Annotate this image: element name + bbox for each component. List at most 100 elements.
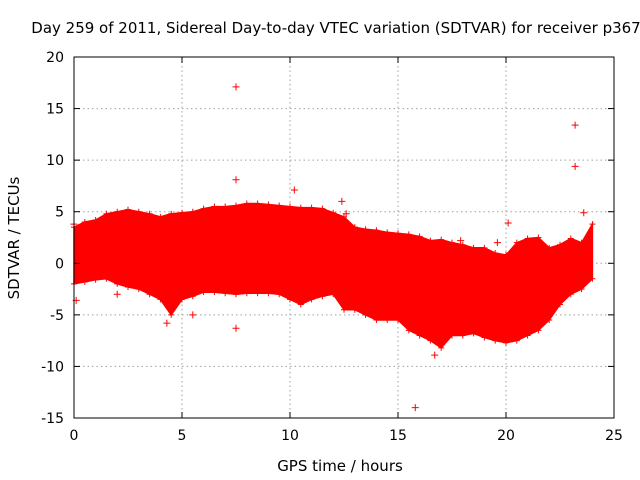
data-point (557, 241, 563, 248)
data-point (135, 286, 142, 293)
data-point (189, 208, 196, 215)
plot-frame (73, 56, 615, 419)
outlier-point (342, 210, 350, 218)
data-point (416, 233, 423, 240)
x-tick-label: 10 (281, 428, 299, 444)
data-point (308, 204, 315, 211)
data-point (362, 226, 369, 233)
x-tick-label: 20 (497, 428, 515, 444)
data-point (287, 203, 293, 210)
outlier-point (290, 186, 298, 194)
y-tick-label: -5 (50, 308, 64, 324)
data-point (567, 291, 574, 298)
data-point (438, 236, 445, 243)
data-point (341, 306, 347, 313)
data-point (578, 286, 585, 293)
data-band (73, 202, 594, 349)
data-point (254, 200, 261, 207)
x-axis-label: GPS time / hours (277, 457, 403, 475)
data-point (146, 291, 153, 298)
data-point (384, 229, 391, 236)
data-point (114, 208, 121, 215)
data-point (395, 317, 401, 324)
data-point (459, 241, 466, 248)
data-point (243, 290, 250, 297)
data-point (135, 208, 142, 215)
y-axis-label: SDTVAR / TECUs (5, 176, 23, 299)
chart-title: Day 259 of 2011, Sidereal Day-to-day VTE… (31, 19, 640, 37)
outlier-point (504, 219, 512, 227)
data-point (449, 332, 455, 339)
outlier-point (431, 351, 439, 359)
x-axis-ticks: 0 5 10 15 20 25 (70, 57, 623, 444)
outlier-point (411, 404, 419, 412)
data-point (449, 239, 455, 246)
data-point (254, 290, 261, 297)
data-point (319, 205, 326, 212)
data-point (287, 296, 293, 303)
data-point (492, 249, 499, 256)
data-point (513, 239, 520, 246)
data-point (146, 210, 153, 217)
data-point (459, 332, 466, 339)
data-point (243, 200, 250, 207)
data-point (233, 291, 239, 298)
data-point (265, 201, 272, 208)
outlier-point (571, 121, 579, 129)
data-point (546, 317, 553, 324)
x-tick-label: 0 (70, 428, 79, 444)
data-point (222, 203, 229, 210)
outlier-point (232, 324, 240, 332)
data-point (179, 209, 185, 216)
data-point (373, 227, 380, 234)
data-point (362, 311, 369, 318)
outlier-point (493, 239, 501, 247)
outlier-point (457, 237, 465, 245)
data-point (125, 206, 131, 213)
x-tick-label: 15 (389, 428, 407, 444)
data-point (492, 337, 499, 344)
data-point (233, 202, 239, 209)
data-point (211, 203, 218, 210)
outlier-point (338, 197, 346, 205)
outlier-point (189, 311, 197, 319)
data-point (513, 337, 520, 344)
data-point (589, 221, 596, 228)
outlier-point (163, 319, 171, 327)
x-tick-label: 25 (605, 428, 623, 444)
data-point (168, 210, 175, 217)
data-point (189, 293, 196, 300)
data-point (179, 296, 185, 303)
data-point (297, 204, 304, 211)
outlier-point (571, 162, 579, 170)
plot-area (70, 83, 596, 412)
data-point (92, 216, 99, 223)
data-point (297, 301, 304, 308)
y-tick-label: 15 (46, 102, 64, 118)
data-point (92, 276, 99, 283)
data-point (276, 291, 283, 298)
data-point (103, 275, 110, 282)
data-point (546, 244, 553, 251)
outlier-point (232, 176, 240, 184)
data-point (81, 278, 88, 285)
data-point (384, 317, 391, 324)
data-point (103, 210, 110, 217)
data-point (535, 234, 542, 241)
data-point (503, 252, 509, 259)
y-tick-label: 20 (46, 50, 64, 66)
y-tick-label: 0 (55, 256, 64, 272)
data-point (114, 280, 121, 287)
data-point (157, 296, 164, 303)
data-point (265, 290, 272, 297)
y-axis-ticks: -15 -10 -5 0 5 10 15 20 (41, 50, 614, 427)
data-point (416, 332, 423, 339)
data-point (222, 290, 229, 297)
data-point (438, 344, 445, 351)
data-point (157, 213, 164, 220)
data-point (481, 244, 488, 251)
data-point (535, 327, 542, 334)
outlier-point (113, 290, 121, 298)
data-point (200, 289, 207, 296)
